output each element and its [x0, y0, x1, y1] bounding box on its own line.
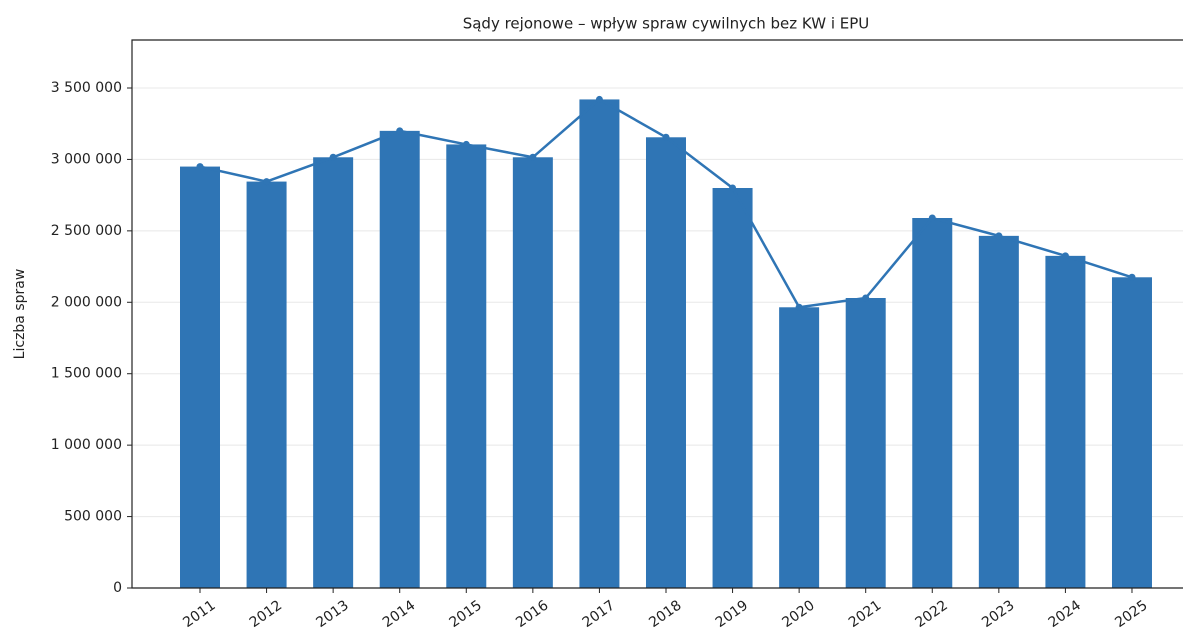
bar	[579, 99, 620, 588]
bar	[712, 188, 753, 588]
y-tick-label: 2 500 000	[51, 223, 122, 239]
x-tick-label: 2018	[646, 597, 684, 631]
x-tick-label: 2023	[979, 597, 1017, 631]
y-tick-label: 500 000	[64, 509, 122, 525]
line-point	[662, 133, 670, 141]
x-tick-label: 2025	[1112, 597, 1150, 631]
bar	[246, 181, 287, 589]
line-point	[329, 153, 337, 161]
x-tick-label: 2013	[313, 597, 351, 631]
bar	[1045, 255, 1086, 588]
x-tick-label: 2011	[180, 597, 218, 631]
bar	[313, 157, 354, 589]
line-point	[196, 163, 204, 171]
line-point	[729, 184, 737, 192]
chart-title: Sądy rejonowe – wpływ spraw cywilnych be…	[463, 15, 870, 33]
line-point	[795, 303, 803, 311]
bar	[845, 298, 886, 588]
line-point	[862, 294, 870, 302]
bar	[180, 166, 220, 589]
bar	[779, 307, 820, 588]
bar	[1111, 277, 1152, 588]
line-point	[263, 178, 271, 186]
x-tick-label: 2021	[846, 597, 884, 631]
bar	[512, 157, 553, 589]
x-tick-label: 2020	[779, 597, 817, 631]
x-tick-label: 2015	[446, 597, 484, 631]
y-axis-label: Liczba spraw	[12, 269, 28, 360]
bar	[379, 130, 420, 588]
x-tick-label: 2012	[247, 597, 285, 631]
y-tick-label: 0	[113, 580, 122, 596]
axes-frame	[131, 39, 1183, 589]
y-tick-label: 1 000 000	[51, 437, 122, 453]
x-tick-label: 2024	[1046, 597, 1084, 631]
x-tick-label: 2017	[580, 597, 618, 631]
line-point	[595, 95, 603, 103]
y-tick-label: 3 000 000	[51, 151, 122, 167]
line-point	[1128, 273, 1136, 281]
bar	[645, 137, 686, 589]
y-tick-label: 2 000 000	[51, 294, 122, 310]
bar	[446, 144, 487, 588]
line-point	[529, 153, 537, 161]
y-tick-label: 1 500 000	[51, 366, 122, 382]
x-tick-label: 2016	[513, 597, 551, 631]
line-point	[396, 127, 404, 135]
line-point	[995, 232, 1003, 240]
y-tick-label: 3 500 000	[51, 80, 122, 96]
line-point	[928, 214, 936, 222]
line-point	[462, 140, 470, 148]
x-tick-label: 2019	[713, 597, 751, 631]
x-tick-label: 2022	[912, 597, 950, 631]
bar	[978, 235, 1019, 588]
line-point	[1061, 252, 1069, 260]
bar	[912, 218, 953, 588]
x-tick-label: 2014	[380, 597, 418, 631]
